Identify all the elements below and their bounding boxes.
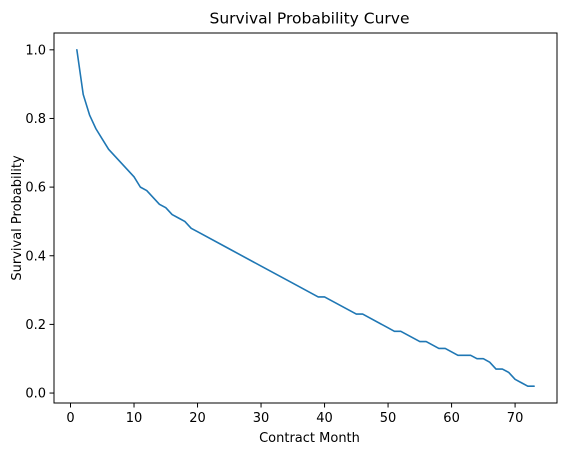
x-tick-label: 20 [189,411,206,426]
y-tick-label: 1.0 [25,43,46,58]
y-tick-label: 0.2 [25,318,46,333]
plot-area [53,32,558,404]
x-tick-label: 50 [380,411,397,426]
y-tick-label: 0.6 [25,181,46,196]
x-tick-label: 10 [126,411,143,426]
x-axis-label: Contract Month [259,431,360,446]
y-axis-label: Survival Probability [10,155,25,281]
y-tick-label: 0.0 [25,387,46,402]
series-group [76,49,535,387]
x-tick-label: 60 [443,411,460,426]
x-tick-label: 0 [66,411,74,426]
y-tick-label: 0.4 [25,249,46,264]
x-tick-label: 30 [253,411,270,426]
x-tick-label: 70 [507,411,524,426]
x-tick-label: 40 [316,411,333,426]
x-axis: 0 10 20 30 40 50 60 70 [66,403,523,426]
y-tick-label: 0.8 [25,112,46,127]
chart-title: Survival Probability Curve [209,10,409,28]
plot-frame [53,32,558,404]
survival-line [76,49,535,387]
y-axis: 0.0 0.2 0.4 0.6 0.8 1.0 [25,43,54,402]
